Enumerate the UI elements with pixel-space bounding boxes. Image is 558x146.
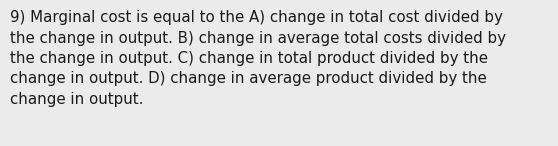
Text: 9) Marginal cost is equal to the A) change in total cost divided by
the change i: 9) Marginal cost is equal to the A) chan…: [10, 10, 506, 107]
